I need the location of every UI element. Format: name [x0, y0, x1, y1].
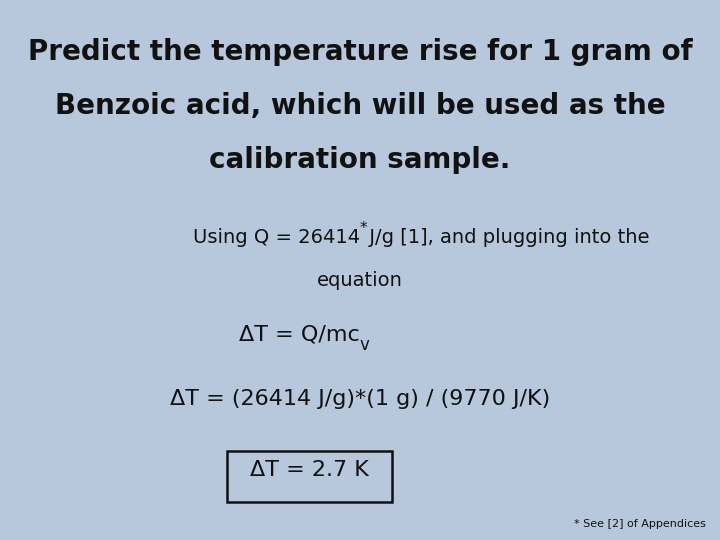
Text: *: *	[360, 221, 368, 237]
Text: v: v	[360, 336, 370, 354]
Text: J/g [1], and plugging into the: J/g [1], and plugging into the	[363, 228, 649, 247]
Text: Using Q = 26414: Using Q = 26414	[193, 228, 360, 247]
Text: equation: equation	[317, 271, 403, 290]
Text: ΔT = 2.7 K: ΔT = 2.7 K	[250, 460, 369, 480]
Text: Predict the temperature rise for 1 gram of: Predict the temperature rise for 1 gram …	[27, 38, 693, 66]
Text: Benzoic acid, which will be used as the: Benzoic acid, which will be used as the	[55, 92, 665, 120]
Text: calibration sample.: calibration sample.	[210, 146, 510, 174]
Text: * See [2] of Appendices: * See [2] of Appendices	[574, 519, 706, 529]
Text: ΔT = (26414 J/g)*(1 g) / (9770 J/K): ΔT = (26414 J/g)*(1 g) / (9770 J/K)	[170, 389, 550, 409]
Text: ΔT = Q/mc: ΔT = Q/mc	[239, 324, 360, 344]
